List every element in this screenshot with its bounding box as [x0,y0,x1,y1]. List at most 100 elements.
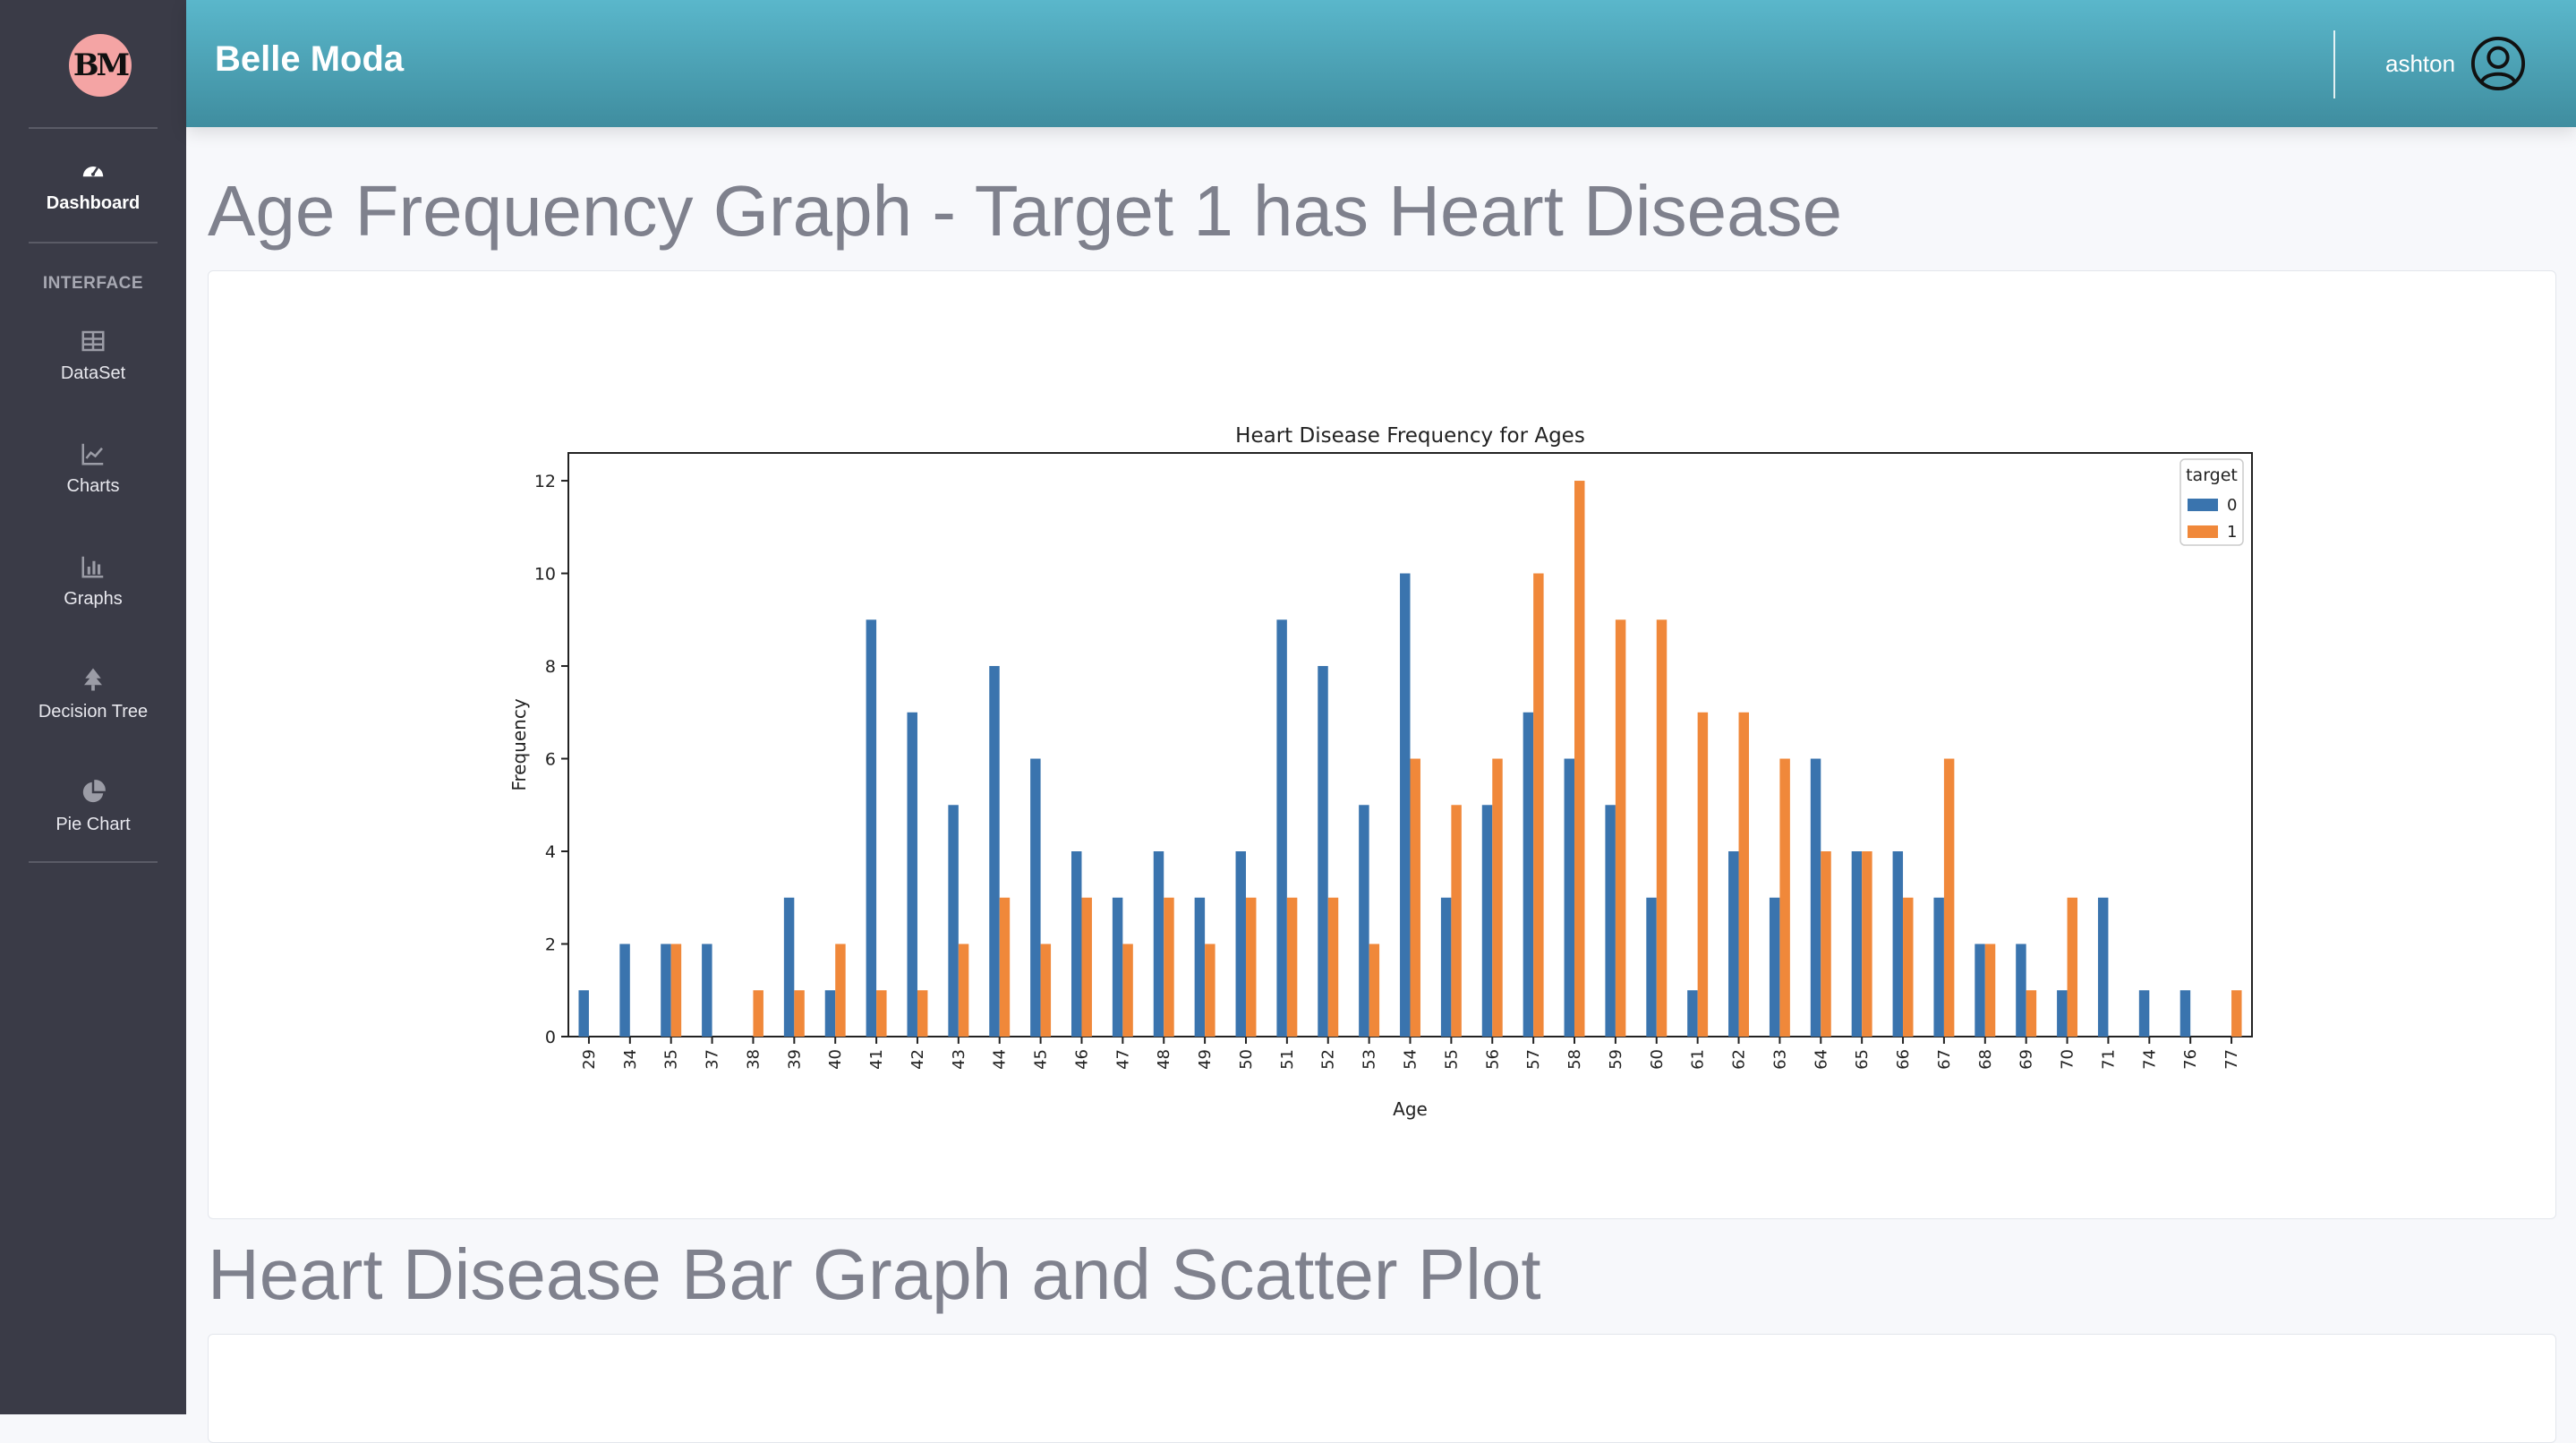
x-tick-label: 29 [580,1049,599,1070]
section-title: Heart Disease Bar Graph and Scatter Plot [208,1234,1541,1314]
bar-target-0 [1892,851,1904,1037]
bar-target-1 [1862,851,1872,1037]
bar-target-0 [1810,758,1821,1037]
sidebar-item-graphs[interactable]: Graphs [0,553,186,610]
sidebar-item-label: Charts [66,476,120,496]
bar-target-0 [1400,573,1411,1037]
x-tick-label: 35 [662,1049,681,1070]
bar-target-1 [1943,758,1955,1037]
tree-icon [84,668,102,691]
y-tick-label: 10 [534,565,556,585]
bar-target-1 [2231,990,2242,1037]
x-tick-label: 67 [1935,1049,1954,1070]
bar-target-1 [999,897,1011,1037]
x-tick-label: 59 [1607,1049,1625,1070]
bar-target-1 [917,990,928,1037]
sidebar-item-pie-chart[interactable]: Pie Chart [0,779,186,835]
bar-target-1 [1369,944,1380,1037]
bar-target-0 [1359,805,1369,1037]
sidebar-item-charts[interactable]: Charts [0,440,186,497]
x-tick-label: 65 [1853,1049,1872,1070]
sidebar-item-label: Pie Chart [55,815,131,834]
sidebar-item-label: Graphs [64,589,123,609]
sidebar-item-label: DataSet [60,363,126,383]
brand-title[interactable]: Belle Moda [215,39,405,79]
bar-target-1 [1738,712,1749,1037]
bar-target-0 [907,712,917,1037]
chart-card: Heart Disease Frequency for Ages 0 2 4 6 8 10 1… [208,270,2556,1219]
bar-target-0 [1564,758,1575,1037]
legend-label: 0 [2227,496,2237,515]
bar-target-0 [2179,990,2191,1037]
x-tick-label: 76 [2181,1049,2200,1070]
username[interactable]: ashton [2385,50,2456,77]
bar-target-0 [1605,805,1616,1037]
bar-target-1 [1122,944,1133,1037]
bar-target-0 [2016,944,2026,1037]
sidebar-item-dashboard[interactable]: Dashboard [0,158,186,214]
x-tick-label: 66 [1894,1049,1913,1070]
x-tick-label: 34 [621,1049,640,1070]
bar-target-0 [1646,897,1657,1037]
bar-target-1 [1492,758,1503,1037]
bar-target-0 [702,944,712,1037]
bar-target-0 [1481,805,1493,1037]
bar-target-0 [1318,666,1328,1037]
bar-target-1 [1081,897,1092,1037]
bar-target-1 [2026,990,2037,1037]
x-tick-label: 57 [1524,1049,1543,1070]
y-tick-label: 6 [545,750,556,770]
bar-target-1 [1697,712,1709,1037]
x-tick-label: 58 [1565,1049,1584,1070]
y-tick-label: 12 [534,472,556,491]
x-axis-label: Age [1393,1098,1428,1120]
user-circle-icon[interactable] [2470,36,2526,91]
brand-logo[interactable]: BM [69,34,132,97]
bar-target-1 [2067,897,2078,1037]
x-tick-label: 54 [1402,1049,1420,1070]
bar-target-0 [1523,712,1534,1037]
sidebar-item-dataset[interactable]: DataSet [0,328,186,384]
bar-target-0 [989,666,1000,1037]
bar-target-1 [1164,897,1174,1037]
legend-title: target [2186,465,2238,485]
page-title: Age Frequency Graph - Target 1 has Heart… [208,171,1843,251]
x-tick-label: 77 [2222,1049,2241,1070]
bar-target-0 [1112,897,1123,1037]
y-tick-label: 4 [545,842,556,862]
y-tick-label: 2 [545,935,556,955]
bar-target-1 [1821,851,1831,1037]
bar-target-0 [948,805,959,1037]
sidebar-divider [29,242,158,243]
legend-label: 1 [2227,523,2237,542]
bar-target-0 [783,897,795,1037]
sidebar-divider [29,861,158,863]
x-tick-label: 48 [1155,1049,1173,1070]
bar-chart-icon [81,556,104,578]
bar-target-0 [1975,944,1985,1037]
bar-target-1 [876,990,887,1037]
y-tick-label: 0 [545,1028,556,1047]
x-tick-label: 60 [1648,1049,1667,1070]
bar-target-0 [619,944,630,1037]
y-tick-label: 8 [545,657,556,677]
sidebar-item-decision-tree[interactable]: Decision Tree [0,666,186,722]
x-tick-label: 61 [1689,1049,1708,1070]
bar-target-1 [1410,758,1420,1037]
sidebar: BM Dashboard INTERFACE DataSet Charts [0,0,186,1414]
x-tick-label: 49 [1196,1049,1215,1070]
x-tick-label: 46 [1072,1049,1091,1070]
x-tick-label: 43 [950,1049,968,1070]
bar-target-0 [824,990,836,1037]
x-tick-label: 62 [1730,1049,1749,1070]
legend-swatch [2188,499,2218,511]
topbar-divider [2333,30,2335,98]
x-tick-label: 50 [1237,1049,1256,1070]
bar-target-1 [1903,897,1914,1037]
bar-target-0 [1276,619,1287,1037]
bar-target-1 [1779,758,1790,1037]
x-tick-label: 44 [991,1049,1010,1070]
bar-target-1 [1984,944,1996,1037]
y-axis-label: Frequency [508,698,530,790]
bar-target-1 [958,944,969,1037]
